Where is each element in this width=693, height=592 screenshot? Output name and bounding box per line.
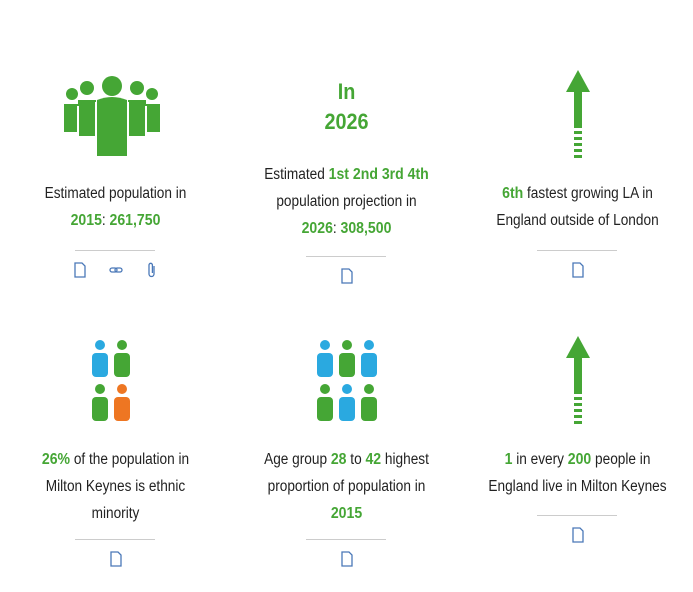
ethnic-people-icon [92,340,130,421]
age-group-people-icon [317,340,377,421]
card6-rest: people in [591,451,651,468]
card-ethnic-minority: 26% of the population in Milton Keynes i… [0,320,231,592]
card2-sep: : [332,220,341,237]
card2-ranks: 1st 2nd 3rd 4th [328,166,429,183]
document-icon[interactable] [571,262,585,278]
card2-pre: Estimated [264,166,329,183]
card3-line1: fastest growing LA in [523,185,653,202]
card5-text: Age group 28 to 42 highest proportion of… [245,446,448,527]
attachment-icon[interactable] [145,262,159,278]
card-age-group: Age group 28 to 42 highest proportion of… [231,320,462,592]
divider [306,256,386,257]
document-icon[interactable] [571,527,585,543]
card1-sep: : [101,212,110,229]
card5-line1: highest [381,451,429,468]
link-icon[interactable] [108,262,123,278]
divider [75,250,155,251]
document-icon[interactable] [109,551,123,567]
document-icon[interactable] [340,551,354,567]
card1-actions [0,262,231,278]
card4-line3: minority [91,505,140,522]
card-population-2015: Estimated population in 2015: 261,750 [0,0,231,300]
card6-n1: 1 [504,451,513,468]
card1-text: Estimated population in 2015: 261,750 [14,180,217,234]
card3-rank: 6th [502,185,524,202]
card5-line2: proportion of population in [267,478,426,495]
card1-year: 2015 [70,212,102,229]
people-group-icon [64,76,160,156]
card3-text: 6th fastest growing LA in England outsid… [476,180,679,234]
card3-line2: England outside of London [496,212,659,229]
up-arrow-icon [566,70,590,158]
card4-pct: 26% [41,451,71,468]
card3-actions [462,262,693,278]
card6-actions [462,527,693,543]
divider [306,539,386,540]
divider [537,515,617,516]
card5-age-a: 28 [330,451,347,468]
document-icon[interactable] [73,262,87,278]
card6-mid: in every [512,451,568,468]
divider [537,250,617,251]
card4-text: 26% of the population in Milton Keynes i… [14,446,217,527]
card4-line1: of the population in [70,451,190,468]
card1-label: Estimated population in [44,185,187,202]
card6-n2: 200 [567,451,592,468]
divider [75,539,155,540]
up-arrow-icon [566,336,590,424]
card2-year: 2026 [301,220,333,237]
card4-actions [0,551,231,567]
card5-age-b: 42 [365,451,382,468]
card-projection-2026: In 2026 Estimated 1st 2nd 3rd 4th popula… [231,0,462,300]
card6-text: 1 in every 200 people in England live in… [476,446,679,500]
big-year: 2026 [324,109,369,134]
card-one-in-200: 1 in every 200 people in England live in… [462,320,693,592]
card2-actions [231,268,462,284]
card2-line2: population projection in [276,193,417,210]
card6-line2: England live in Milton Keynes [488,478,667,495]
card2-value: 308,500 [340,220,392,237]
card5-pre: Age group [264,451,331,468]
card4-line2: Milton Keynes is ethnic [45,478,186,495]
card5-mid: to [346,451,366,468]
card5-actions [231,551,462,567]
card1-value: 261,750 [109,212,161,229]
card-fastest-growing: 6th fastest growing LA in England outsid… [462,0,693,300]
document-icon[interactable] [340,268,354,284]
big-in: In [337,79,356,104]
card5-year: 2015 [330,505,363,522]
card2-text: Estimated 1st 2nd 3rd 4th population pro… [245,161,448,242]
